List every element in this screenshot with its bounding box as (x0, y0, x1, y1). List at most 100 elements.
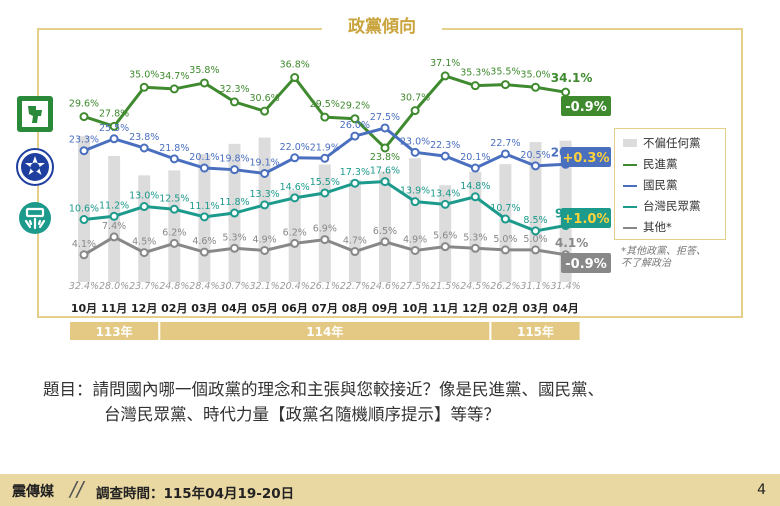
point-dpp-0 (79, 112, 89, 122)
point-tpp-14 (500, 214, 510, 224)
point-kmt-11 (410, 147, 420, 157)
point-dpp-14 (500, 80, 510, 90)
value-label-other-9: 4.7% (343, 236, 367, 247)
value-label-tpp-12: 13.4% (430, 188, 460, 199)
value-label-other-5: 5.3% (222, 232, 246, 243)
value-label-dpp-16: 34.1% (551, 71, 593, 85)
value-label-dpp-15: 35.0% (520, 69, 550, 80)
survey-date: 調查時間：115年04月19-20日 (96, 486, 295, 502)
point-dpp-12 (440, 71, 450, 81)
x-tick-8: 07月 (312, 302, 338, 315)
legend-note: *其他政黨、拒答、 不了解政治 (621, 246, 706, 269)
bar-label-15: 31.1% (520, 281, 550, 292)
x-tick-4: 03月 (191, 302, 217, 315)
value-label-other-3: 6.2% (162, 227, 186, 238)
point-dpp-4 (199, 78, 209, 88)
point-kmt-15 (531, 161, 540, 171)
bar-label-10: 24.6% (370, 281, 400, 292)
x-tick-6: 05月 (251, 302, 277, 315)
x-tick-0: 10月 (71, 302, 97, 315)
bar-none-11 (409, 158, 422, 282)
value-label-kmt-0: 23.3% (69, 135, 99, 146)
value-label-kmt-7: 22.0% (280, 142, 310, 153)
value-label-other-16: 4.1% (555, 236, 588, 250)
point-tpp-0 (79, 215, 89, 225)
value-label-tpp-11: 13.9% (400, 186, 430, 197)
legend-item-other: 其他* (623, 219, 672, 235)
point-tpp-8 (320, 188, 330, 198)
point-other-2 (139, 248, 149, 258)
point-tpp-3 (169, 204, 179, 214)
point-dpp-2 (139, 82, 149, 92)
year-bar-0 (70, 322, 159, 340)
value-label-kmt-2: 23.8% (129, 132, 159, 143)
value-label-other-6: 4.9% (253, 234, 277, 245)
point-dpp-9 (350, 114, 360, 124)
point-other-13 (470, 243, 480, 253)
change-badge-other (561, 253, 611, 273)
value-label-dpp-4: 35.8% (189, 65, 219, 76)
value-label-other-15: 5.0% (523, 234, 547, 245)
point-tpp-11 (410, 197, 420, 207)
value-label-dpp-6: 30.6% (250, 93, 280, 104)
year-bar-1 (160, 322, 490, 340)
value-label-tpp-7: 14.6% (280, 182, 310, 193)
value-label-dpp-12: 37.1% (430, 58, 460, 69)
value-label-kmt-13: 20.1% (460, 152, 490, 163)
point-kmt-7 (290, 153, 300, 163)
point-tpp-2 (139, 202, 149, 212)
year-label-2: 115年 (517, 324, 554, 339)
chart-title: 政黨傾向 (322, 13, 442, 41)
value-label-dpp-10: 23.8% (370, 152, 400, 163)
change-badge-text-kmt: +0.3% (563, 151, 610, 166)
point-dpp-15 (531, 82, 540, 92)
value-label-other-1: 7.4% (102, 221, 126, 232)
value-label-other-11: 4.9% (403, 234, 427, 245)
point-kmt-10 (380, 123, 390, 133)
x-tick-1: 11月 (101, 302, 127, 315)
bar-label-4: 28.4% (189, 281, 219, 292)
point-other-11 (410, 245, 420, 255)
point-other-5 (230, 243, 239, 253)
value-label-kmt-3: 21.8% (159, 143, 189, 154)
value-label-kmt-12: 22.3% (430, 140, 460, 151)
bar-none-0 (78, 136, 90, 282)
point-tpp-10 (380, 177, 390, 187)
x-tick-11: 10月 (402, 302, 428, 315)
point-other-1 (109, 232, 119, 242)
value-label-other-4: 4.6% (192, 236, 216, 247)
year-label-0: 113年 (96, 324, 133, 339)
value-label-tpp-8: 15.5% (310, 177, 340, 188)
bar-label-12: 21.5% (430, 281, 460, 292)
value-label-tpp-6: 13.3% (250, 189, 280, 200)
x-tick-16: 04月 (552, 302, 578, 315)
change-badge-text-other: -0.9% (565, 257, 606, 272)
point-other-0 (79, 250, 89, 260)
point-dpp-8 (320, 112, 330, 122)
point-kmt-4 (199, 163, 209, 173)
bar-label-2: 23.7% (129, 281, 159, 292)
bar-none-9 (348, 179, 361, 282)
point-dpp-7 (290, 73, 300, 83)
value-label-kmt-11: 23.0% (400, 136, 430, 147)
point-kmt-0 (79, 146, 89, 156)
change-badge-text-tpp: +1.0% (563, 212, 610, 227)
value-label-kmt-1: 25.5% (99, 123, 129, 134)
legend-item-kmt: 國民黨 (623, 177, 678, 193)
value-label-tpp-5: 11.8% (219, 197, 249, 208)
value-label-dpp-13: 35.3% (460, 68, 490, 79)
point-other-15 (531, 245, 540, 255)
bar-label-7: 20.4% (280, 281, 310, 292)
change-badge-text-dpp: -0.9% (565, 100, 606, 115)
point-dpp-3 (169, 84, 179, 94)
bar-label-14: 26.2% (490, 281, 520, 292)
value-label-dpp-3: 34.7% (159, 71, 189, 82)
legend-item-dpp: 民進黨 (623, 156, 678, 172)
bar-none-3 (168, 170, 181, 282)
value-label-kmt-9: 26.0% (340, 120, 370, 131)
point-other-14 (500, 245, 510, 255)
point-kmt-5 (230, 165, 239, 175)
bar-label-11: 27.5% (400, 281, 430, 292)
point-tpp-15 (531, 226, 540, 236)
